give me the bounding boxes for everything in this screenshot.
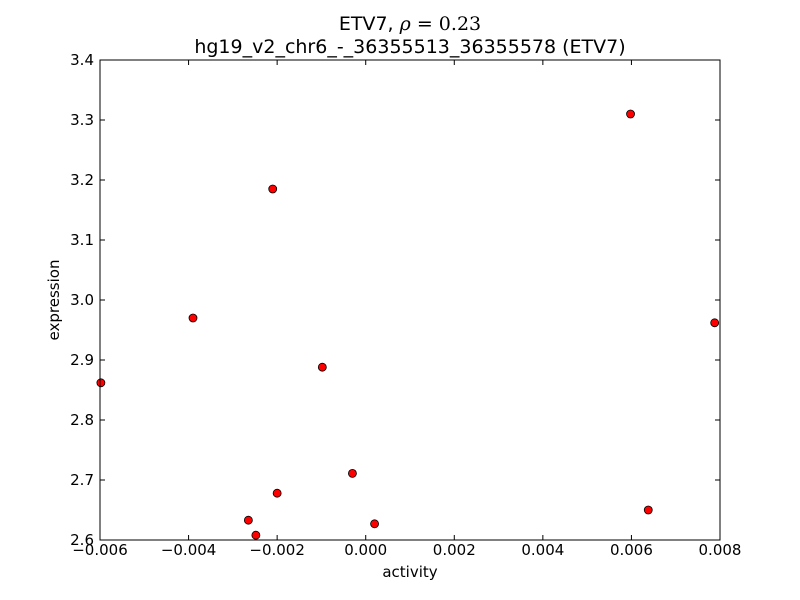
x-tick-label: 0.004 [521,541,564,559]
x-tick-label: 0.002 [433,541,476,559]
y-tick-label: 2.7 [70,471,94,489]
y-axis: 2.6 2.7 2.8 2.9 3.0 3.1 3.2 3.3 3.4 [70,51,720,549]
y-tick-label: 3.1 [70,231,94,249]
chart-title: ETV7, ρ = 0.23 [339,13,481,35]
x-tick-label: −0.002 [249,541,305,559]
data-point [626,109,635,119]
y-tick-label: 3.2 [70,171,94,189]
x-tick-label: 0.000 [344,541,387,559]
chart-title-rho-symbol: ρ [399,13,412,35]
y-tick-label: 2.9 [70,351,94,369]
data-point [710,318,720,328]
y-tick-label: 2.6 [70,531,94,549]
data-point [348,468,357,478]
data-point [272,488,282,498]
data-point [370,519,379,529]
data-point [96,378,106,388]
data-point [243,515,253,525]
y-tick-label: 2.8 [70,411,94,429]
x-tick-label: −0.006 [72,541,128,559]
chart-title-rho-value: = 0.23 [411,13,481,35]
data-point [643,505,653,515]
data-point [251,530,261,540]
x-axis-label: activity [382,563,437,581]
plot-area [100,60,720,540]
x-tick-label: −0.004 [161,541,217,559]
y-tick-label: 3.0 [70,291,94,309]
x-tick-label: 0.008 [699,541,742,559]
data-point [317,362,327,372]
data-points [96,109,720,540]
y-tick-label: 3.4 [70,51,94,69]
y-axis-label: expression [45,260,63,341]
data-point [188,313,198,323]
chart-title-prefix: ETV7, [339,13,400,35]
x-axis: −0.006 −0.004 −0.002 0.000 0.002 0.004 0.006 0.… [72,60,741,559]
y-tick-label: 3.3 [70,111,94,129]
data-point [268,184,278,194]
chart-subtitle: hg19_v2_chr6_-_36355513_36355578 (ETV7) [194,36,625,58]
x-tick-label: 0.006 [610,541,653,559]
